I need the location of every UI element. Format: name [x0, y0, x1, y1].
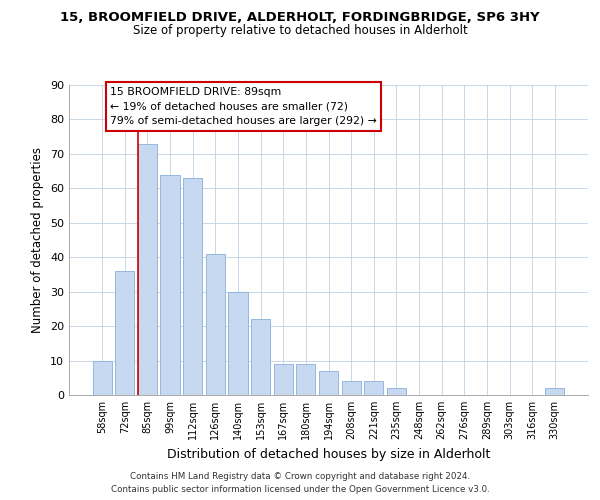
Y-axis label: Number of detached properties: Number of detached properties: [31, 147, 44, 333]
Text: 15 BROOMFIELD DRIVE: 89sqm
← 19% of detached houses are smaller (72)
79% of semi: 15 BROOMFIELD DRIVE: 89sqm ← 19% of deta…: [110, 86, 377, 126]
Bar: [183, 178, 202, 395]
Bar: [387, 388, 406, 395]
Bar: [545, 388, 565, 395]
X-axis label: Distribution of detached houses by size in Alderholt: Distribution of detached houses by size …: [167, 448, 490, 460]
Bar: [229, 292, 248, 395]
Bar: [319, 371, 338, 395]
Text: 15, BROOMFIELD DRIVE, ALDERHOLT, FORDINGBRIDGE, SP6 3HY: 15, BROOMFIELD DRIVE, ALDERHOLT, FORDING…: [60, 11, 540, 24]
Bar: [296, 364, 316, 395]
Bar: [160, 174, 180, 395]
Bar: [274, 364, 293, 395]
Text: Size of property relative to detached houses in Alderholt: Size of property relative to detached ho…: [133, 24, 467, 37]
Text: Contains HM Land Registry data © Crown copyright and database right 2024.
Contai: Contains HM Land Registry data © Crown c…: [110, 472, 490, 494]
Bar: [251, 319, 270, 395]
Bar: [115, 271, 134, 395]
Bar: [206, 254, 225, 395]
Bar: [92, 360, 112, 395]
Bar: [138, 144, 157, 395]
Bar: [341, 381, 361, 395]
Bar: [364, 381, 383, 395]
